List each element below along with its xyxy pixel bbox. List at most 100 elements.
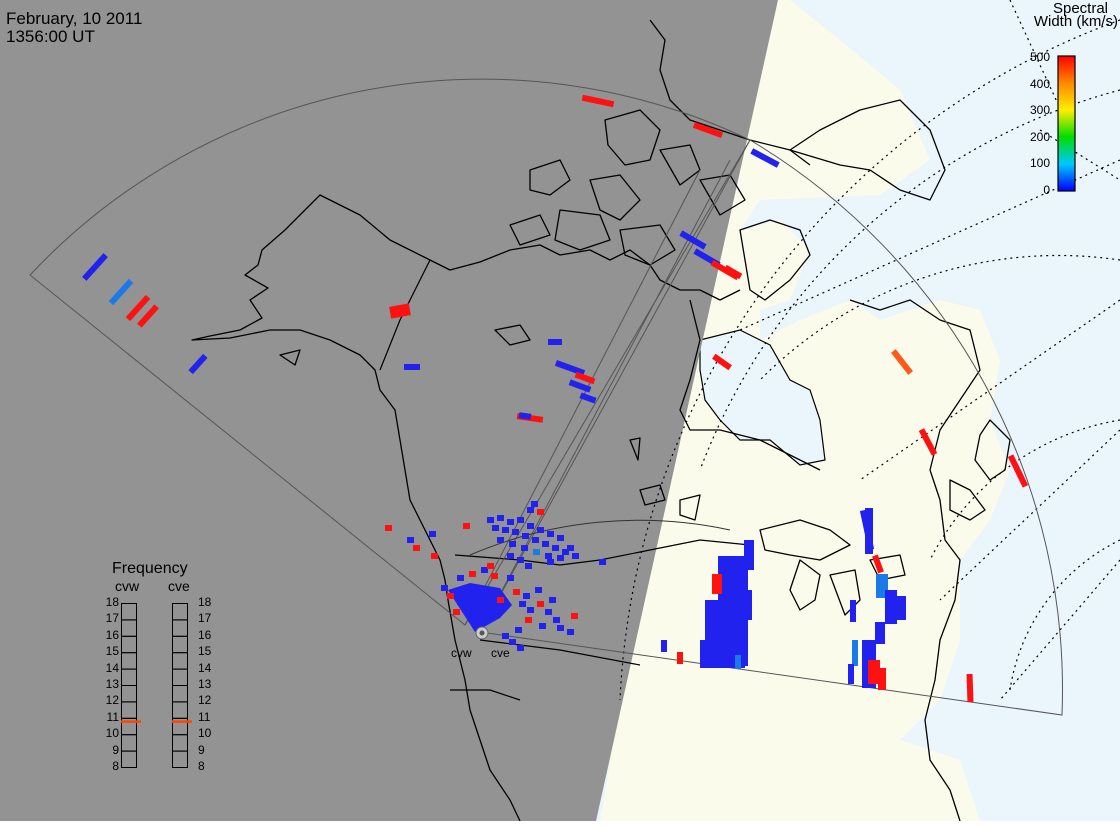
cve-freq-label: cve: [168, 578, 190, 594]
scatter-cell: [519, 601, 526, 607]
scatter-bar: [692, 122, 724, 138]
scatter-cell: [547, 531, 554, 537]
scatter-cell: [413, 545, 420, 551]
scatter-cell: [457, 575, 464, 581]
scatter-cell: [557, 625, 564, 631]
frequency-tick: 11: [198, 709, 211, 724]
scatter-cell: [527, 607, 534, 613]
colorbar-tick: 500: [1029, 50, 1050, 64]
scatter-cell: [463, 523, 470, 529]
frequency-tick: 16: [198, 627, 212, 642]
frequency-tick: 13: [198, 677, 212, 691]
station-label-cve: cve: [491, 646, 510, 660]
scatter-cell: [517, 517, 524, 523]
scatter-bar: [1007, 454, 1029, 488]
scatter-bar: [679, 230, 707, 250]
scatter-bar: [891, 349, 913, 375]
frequency-tick: 15: [105, 644, 119, 659]
scatter-cell: [537, 509, 544, 515]
scatter-cell: [537, 601, 544, 607]
scatter-cell: [537, 527, 544, 533]
colorbar-title-2: Width (km/s): [1033, 13, 1118, 30]
scatter-cell: [567, 629, 574, 635]
night-shade: [0, 0, 778, 821]
frequency-tick: 10: [198, 726, 212, 741]
station-label-cvw: cvw: [451, 646, 472, 660]
scatter-bar: [677, 652, 683, 664]
scatter-bar: [872, 554, 884, 574]
scatter-cell: [542, 541, 549, 547]
scatter-block: [875, 622, 885, 644]
scatter-bar: [966, 673, 974, 703]
scatter-cell: [523, 593, 530, 599]
scatter-cell: [441, 585, 448, 591]
scatter-cell: [539, 623, 546, 629]
scatter-cell: [522, 533, 529, 539]
scatter-cell: [527, 523, 534, 529]
scatter-cell: [385, 525, 392, 531]
frequency-tick: 13: [105, 677, 119, 691]
scatter-cell: [497, 537, 504, 543]
scatter-cell: [553, 617, 560, 623]
scatter-block: [868, 660, 880, 684]
longitude-grid: [739, 0, 1120, 701]
scatter-cell: [509, 541, 516, 547]
hudson-bay: [699, 329, 826, 466]
cvw-fov: [29, 78, 751, 626]
frequency-column: [172, 603, 192, 769]
scatter-cell: [525, 563, 532, 569]
colorbar-tick: 400: [1029, 76, 1050, 91]
colorbar-title-1: Spectral: [1052, 0, 1108, 17]
scatter-cell: [552, 545, 559, 551]
scatter-bar: [554, 360, 586, 376]
radar-station-core: [479, 630, 485, 636]
scatter-cell: [533, 549, 540, 555]
scatter-cell: [571, 613, 578, 619]
scatter-cell: [545, 553, 552, 559]
frequency-tick: 14: [198, 660, 212, 675]
scatter-cell: [491, 573, 498, 579]
scatter-cell: [535, 587, 542, 593]
scatter-cell: [562, 549, 569, 555]
frequency-tick: 18: [105, 595, 119, 609]
scatter-bar: [404, 364, 420, 370]
cvw-freq-label: cvw: [115, 578, 140, 594]
colorbar-tick: 300: [1029, 103, 1050, 117]
scatter-cell: [531, 501, 538, 507]
scatter-cell: [547, 559, 554, 565]
scatter-bar: [137, 304, 159, 328]
frequency-tick: 16: [105, 627, 119, 642]
scatter-cell: [487, 517, 494, 523]
scatter-cell: [512, 529, 519, 535]
scatter-cell: [513, 589, 520, 595]
scatter-cell: [469, 571, 476, 577]
scatter-cell: [481, 567, 488, 573]
scatter-cell: [517, 557, 524, 563]
scatter-cell: [521, 545, 528, 551]
scatter-bar: [389, 303, 411, 319]
scatter-cell: [507, 553, 514, 559]
scatter-cell: [407, 537, 414, 543]
scatter-block: [852, 640, 858, 666]
scatter-cell: [527, 507, 534, 513]
scatter-cell: [502, 527, 509, 533]
scatter-cell: [497, 515, 504, 521]
scatter-bar: [188, 353, 208, 375]
latitude-grid: [619, 19, 1120, 701]
date-label: February, 10 2011: [6, 9, 143, 28]
scatter-bar: [82, 253, 108, 281]
frequency-tick: 15: [198, 644, 212, 659]
near-range-fan: [448, 583, 512, 632]
scatter-bar: [661, 640, 667, 652]
frequency-tick: 17: [105, 611, 119, 626]
scatter-cell: [429, 531, 436, 537]
scatter-cell: [545, 609, 552, 615]
scatter-cell: [431, 553, 438, 559]
scatter-bar: [548, 339, 562, 345]
scatter-block: [744, 540, 754, 570]
scatter-cell: [453, 609, 460, 615]
colorbar-tick: 0: [1043, 182, 1050, 197]
scatter-block: [700, 640, 740, 668]
scatter-bar: [581, 94, 615, 108]
